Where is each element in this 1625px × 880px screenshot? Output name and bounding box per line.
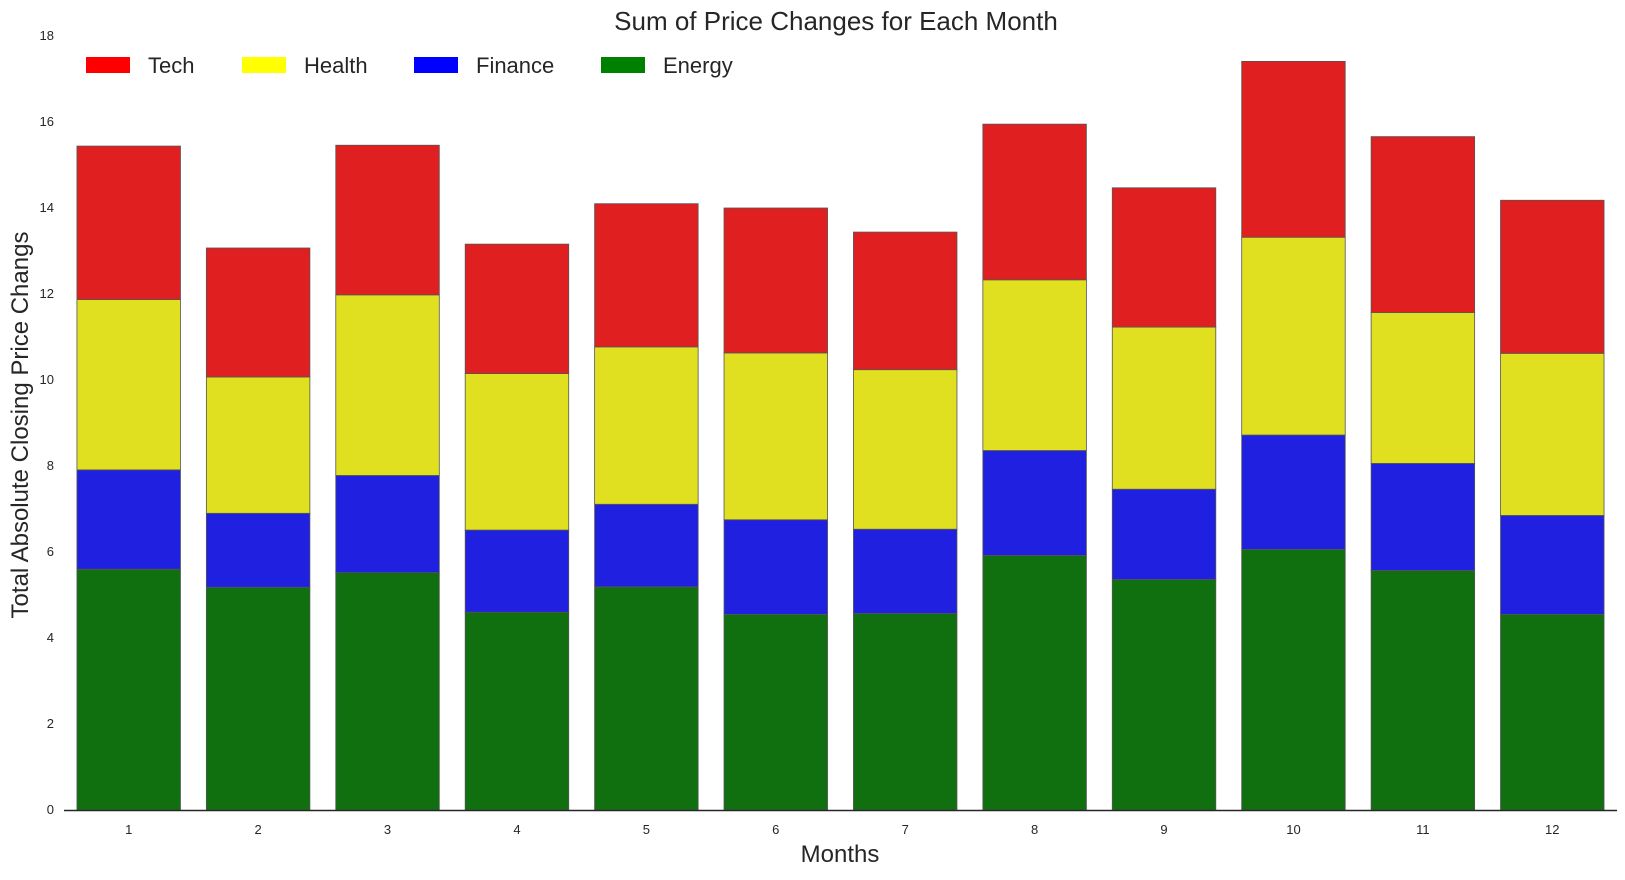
bar-energy-month-1	[76, 568, 181, 811]
legend-label: Energy	[663, 53, 733, 78]
legend-label: Finance	[476, 53, 554, 78]
x-tick-label: 3	[384, 822, 391, 837]
bar-health-month-8	[982, 279, 1087, 451]
bar-finance-month-4	[464, 529, 570, 613]
y-tick-label: 4	[47, 630, 54, 645]
legend-swatch	[414, 57, 458, 73]
x-tick-label: 8	[1031, 822, 1038, 837]
bar-finance-month-9	[1111, 488, 1217, 580]
bar-energy-month-7	[853, 613, 958, 811]
bar-energy-month-4	[464, 611, 570, 811]
y-tick-label: 10	[40, 372, 54, 387]
bar-finance-month-8	[982, 450, 1087, 556]
legend-item-finance: Finance	[414, 53, 554, 78]
bar-health-month-2	[205, 376, 311, 514]
y-tick-label: 0	[47, 802, 54, 817]
bar-health-month-9	[1111, 326, 1217, 490]
x-tick-label: 7	[902, 822, 909, 837]
bar-tech-month-9	[1111, 187, 1217, 328]
bar-energy-month-10	[1241, 549, 1346, 811]
bar-tech-month-8	[982, 123, 1087, 281]
x-tick-label: 2	[255, 822, 262, 837]
bar-energy-month-2	[205, 586, 311, 811]
bar-tech-month-5	[594, 203, 699, 348]
x-axis-label: Months	[801, 841, 880, 868]
legend-label: Health	[304, 53, 368, 78]
x-tick-label: 5	[643, 822, 650, 837]
y-tick-label: 6	[47, 544, 54, 559]
bar-energy-month-6	[723, 613, 828, 811]
y-tick-label: 12	[40, 286, 54, 301]
bar-finance-month-5	[594, 503, 699, 588]
bar-health-month-11	[1370, 312, 1476, 464]
bar-health-month-4	[464, 373, 570, 531]
bar-health-month-5	[594, 346, 699, 505]
legend-label: Tech	[148, 53, 194, 78]
bar-tech-month-1	[76, 145, 181, 300]
y-tick-label: 8	[47, 458, 54, 473]
x-tick-label: 1	[125, 822, 132, 837]
bar-health-month-10	[1241, 236, 1346, 436]
bar-finance-month-12	[1500, 515, 1605, 615]
bar-health-month-3	[335, 294, 440, 476]
bar-finance-month-7	[853, 528, 958, 614]
bar-energy-month-12	[1500, 613, 1605, 811]
bar-finance-month-3	[335, 475, 440, 574]
legend-swatch	[242, 57, 286, 73]
bar-energy-month-11	[1370, 570, 1476, 811]
bar-energy-month-9	[1111, 579, 1217, 811]
x-tick-label: 12	[1545, 822, 1559, 837]
legend: Tech Health Finance Energy	[86, 53, 733, 78]
bar-tech-month-3	[335, 144, 440, 296]
bar-tech-month-4	[464, 243, 570, 374]
bar-energy-month-3	[335, 572, 440, 811]
y-tick-label: 16	[40, 114, 54, 129]
legend-item-health: Health	[242, 53, 368, 78]
legend-swatch	[601, 57, 645, 73]
bar-health-month-6	[723, 352, 828, 521]
bar-tech-month-11	[1370, 136, 1476, 313]
x-tick-label: 9	[1160, 822, 1167, 837]
y-tick-label: 14	[40, 200, 54, 215]
legend-item-energy: Energy	[601, 53, 733, 78]
y-axis-label: Total Absolute Closing Price Changs	[7, 232, 34, 619]
bar-finance-month-11	[1370, 463, 1476, 571]
x-tick-label: 6	[772, 822, 779, 837]
bar-finance-month-2	[205, 512, 311, 588]
y-tick-label: 18	[40, 28, 54, 43]
bar-finance-month-10	[1241, 434, 1346, 550]
bar-tech-month-2	[205, 247, 311, 378]
bar-health-month-1	[76, 299, 181, 471]
bar-tech-month-6	[723, 207, 828, 354]
bar-finance-month-6	[723, 519, 828, 615]
bar-finance-month-1	[76, 469, 181, 570]
bar-energy-month-5	[594, 586, 699, 811]
bars-layer	[76, 60, 1605, 811]
bar-tech-month-7	[853, 231, 958, 371]
bar-energy-month-8	[982, 555, 1087, 811]
bar-health-month-12	[1500, 352, 1605, 516]
chart-title: Sum of Price Changes for Each Month	[614, 6, 1058, 36]
bar-health-month-7	[853, 369, 958, 530]
x-tick-label: 10	[1286, 822, 1300, 837]
legend-swatch	[86, 57, 130, 73]
y-tick-label: 2	[47, 716, 54, 731]
bar-tech-month-10	[1241, 60, 1346, 238]
legend-item-tech: Tech	[86, 53, 194, 78]
x-tick-label: 11	[1416, 822, 1430, 837]
x-tick-label: 4	[513, 822, 520, 837]
bar-tech-month-12	[1500, 199, 1605, 354]
